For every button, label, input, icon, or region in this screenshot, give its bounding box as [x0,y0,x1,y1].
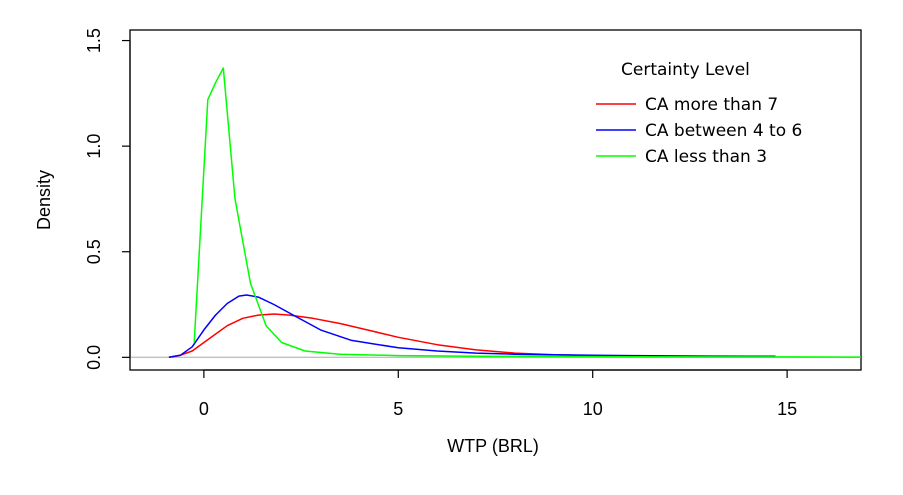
y-tick-label: 0.0 [84,345,104,370]
y-axis-title: Density [34,170,54,230]
legend-label-3: CA less than 3 [645,147,767,167]
y-axis: 0.0 0.5 1.0 1.5 [84,28,131,370]
y-tick-label: 1.5 [84,28,104,53]
series-line-2 [168,294,776,359]
x-tick-label: 0 [199,399,209,419]
x-tick-label: 15 [777,399,797,419]
legend-label-1: CA more than 7 [645,95,778,115]
legend-label-2: CA between 4 to 6 [645,121,802,141]
series-line-3 [193,67,862,358]
x-axis: 0 5 10 15 [199,369,797,419]
x-tick-label: 5 [393,399,403,419]
x-axis-title: WTP (BRL) [447,436,539,456]
x-tick-label: 10 [583,399,603,419]
legend: Certainty Level CA more than 7 CA between… [596,60,802,167]
y-tick-label: 1.0 [84,134,104,159]
legend-title: Certainty Level [621,60,750,80]
y-tick-label: 0.5 [84,239,104,264]
series-line-1 [168,313,671,359]
series-lines [168,67,862,359]
